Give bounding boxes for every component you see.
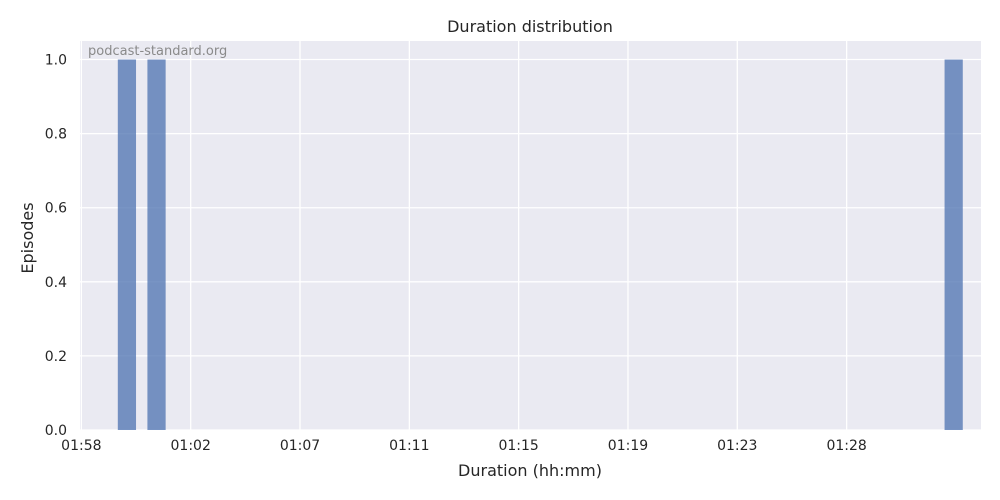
- x-tick-label: 01:07: [280, 438, 320, 454]
- chart-title: Duration distribution: [447, 17, 613, 36]
- plot-background: [80, 41, 981, 430]
- x-tick-label: 01:23: [717, 438, 757, 454]
- histogram-bar: [117, 59, 137, 431]
- y-axis-label: Episodes: [18, 202, 37, 273]
- y-tick-label: 0.4: [45, 275, 67, 291]
- y-tick-label: 0.0: [45, 423, 67, 439]
- histogram-bar: [944, 59, 963, 431]
- y-tick-label: 0.6: [45, 201, 67, 217]
- x-tick-label: 01:02: [171, 438, 211, 454]
- x-tick-label: 01:58: [61, 438, 101, 454]
- watermark: podcast-standard.org: [88, 44, 227, 59]
- histogram-bar: [147, 59, 166, 431]
- grid-lines: [80, 41, 981, 431]
- y-tick-label: 0.2: [45, 349, 67, 365]
- x-tick-label: 01:11: [389, 438, 429, 454]
- y-tick-label: 1.0: [45, 53, 67, 69]
- y-axis-ticks: 0.0 0.2 0.4 0.6 0.8 1.0: [45, 53, 67, 439]
- x-axis-label: Duration (hh:mm): [458, 461, 602, 480]
- y-tick-label: 0.8: [45, 127, 67, 143]
- bars: [117, 59, 963, 431]
- x-axis-ticks: 01:58 01:02 01:07 01:11 01:15 01:19 01:23 01:28: [61, 438, 867, 454]
- x-tick-label: 01:28: [826, 438, 866, 454]
- x-tick-label: 01:19: [608, 438, 648, 454]
- x-tick-label: 01:15: [498, 438, 538, 454]
